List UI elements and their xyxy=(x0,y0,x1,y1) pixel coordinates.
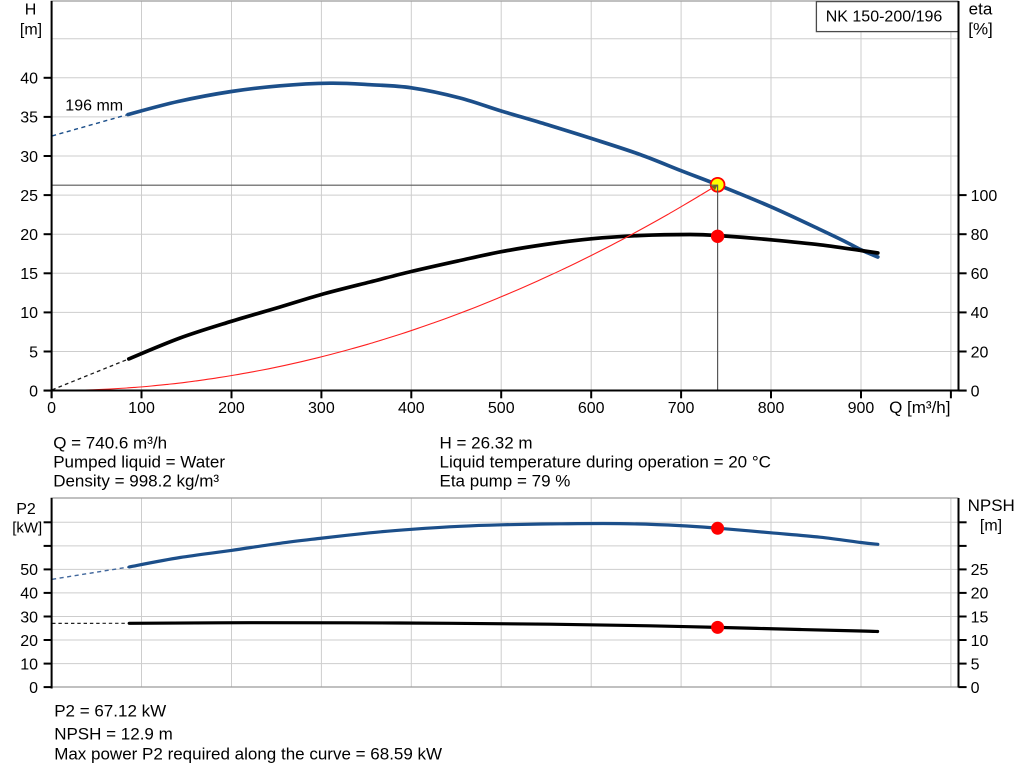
svg-text:300: 300 xyxy=(308,400,335,417)
svg-text:H = 26.32 m: H = 26.32 m xyxy=(440,433,533,452)
svg-text:40: 40 xyxy=(971,305,989,322)
svg-text:25: 25 xyxy=(971,562,989,579)
svg-text:200: 200 xyxy=(218,400,245,417)
svg-text:P2 = 67.12 kW: P2 = 67.12 kW xyxy=(54,702,166,721)
svg-text:40: 40 xyxy=(20,71,38,88)
svg-text:[%]: [%] xyxy=(968,20,993,39)
svg-text:100: 100 xyxy=(128,400,155,417)
svg-text:196 mm: 196 mm xyxy=(65,97,123,114)
svg-text:700: 700 xyxy=(668,400,695,417)
svg-text:[kW]: [kW] xyxy=(12,519,42,536)
svg-text:40: 40 xyxy=(20,586,38,603)
svg-text:600: 600 xyxy=(578,400,605,417)
svg-text:100: 100 xyxy=(971,188,998,205)
svg-text:[m]: [m] xyxy=(980,518,1002,535)
svg-text:Q [m³/h]: Q [m³/h] xyxy=(889,398,950,417)
svg-text:NPSH: NPSH xyxy=(968,496,1015,515)
svg-text:30: 30 xyxy=(20,609,38,626)
svg-text:0: 0 xyxy=(47,400,56,417)
svg-text:H: H xyxy=(25,2,37,19)
svg-text:NK 150-200/196: NK 150-200/196 xyxy=(826,9,943,26)
svg-text:900: 900 xyxy=(848,400,875,417)
svg-text:60: 60 xyxy=(971,266,989,283)
svg-text:30: 30 xyxy=(20,149,38,166)
svg-text:50: 50 xyxy=(20,562,38,579)
svg-text:20: 20 xyxy=(20,633,38,650)
svg-text:10: 10 xyxy=(971,633,989,650)
svg-text:0: 0 xyxy=(971,383,980,400)
svg-text:20: 20 xyxy=(971,344,989,361)
svg-text:20: 20 xyxy=(20,227,38,244)
svg-text:NPSH = 12.9 m: NPSH = 12.9 m xyxy=(54,725,173,744)
svg-text:400: 400 xyxy=(398,400,425,417)
svg-text:[m]: [m] xyxy=(20,22,42,39)
svg-text:800: 800 xyxy=(758,400,785,417)
svg-text:35: 35 xyxy=(20,110,38,127)
svg-text:20: 20 xyxy=(971,586,989,603)
svg-text:Max power P2 required along th: Max power P2 required along the curve = … xyxy=(54,745,442,764)
svg-text:Q = 740.6 m³/h: Q = 740.6 m³/h xyxy=(53,433,167,452)
svg-text:eta: eta xyxy=(969,0,993,19)
svg-text:10: 10 xyxy=(20,656,38,673)
svg-text:0: 0 xyxy=(971,680,980,697)
svg-text:5: 5 xyxy=(971,656,980,673)
svg-text:80: 80 xyxy=(971,227,989,244)
svg-text:15: 15 xyxy=(20,266,38,283)
svg-text:Liquid temperature during oper: Liquid temperature during operation = 20… xyxy=(440,452,771,471)
svg-text:15: 15 xyxy=(971,609,989,626)
svg-text:10: 10 xyxy=(20,305,38,322)
svg-text:0: 0 xyxy=(29,383,38,400)
svg-text:0: 0 xyxy=(29,680,38,697)
svg-text:500: 500 xyxy=(488,400,515,417)
svg-text:Pumped liquid = Water: Pumped liquid = Water xyxy=(53,452,225,471)
svg-text:5: 5 xyxy=(29,344,38,361)
svg-text:Density = 998.2 kg/m³: Density = 998.2 kg/m³ xyxy=(53,471,219,490)
svg-text:25: 25 xyxy=(20,188,38,205)
svg-text:Eta pump = 79 %: Eta pump = 79 % xyxy=(440,471,571,490)
svg-text:P2: P2 xyxy=(16,501,36,518)
